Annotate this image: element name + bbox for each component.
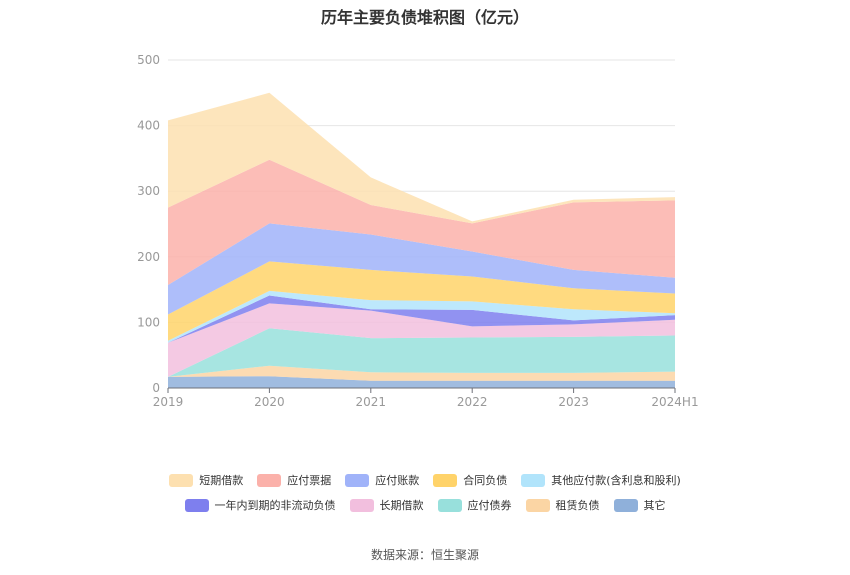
area-series xyxy=(168,303,675,377)
legend-swatch xyxy=(169,473,194,487)
legend: 短期借款 应付票据 应付账款 合同负债 其他应付款(含利息和股利) 一年内到期的非流动负… xyxy=(0,472,850,522)
legend-item[interactable]: 短期借款 xyxy=(169,472,243,488)
area-series xyxy=(168,159,675,286)
legend-swatch xyxy=(525,498,550,512)
legend-swatch xyxy=(437,498,462,512)
legend-swatch xyxy=(257,473,282,487)
y-tick-label: 500 xyxy=(137,53,160,67)
legend-swatch xyxy=(433,473,458,487)
source-note: 数据来源：恒生聚源 xyxy=(370,548,479,562)
legend-item[interactable]: 长期借款 xyxy=(349,497,424,513)
legend-swatch xyxy=(349,498,374,512)
legend-swatch xyxy=(613,498,638,512)
legend-label: 应付账款 xyxy=(375,474,420,487)
legend-item[interactable]: 应付债券 xyxy=(437,497,512,513)
legend-label: 短期借款 xyxy=(199,474,244,487)
legend-label: 一年内到期的非流动负债 xyxy=(214,499,336,512)
area-series xyxy=(168,261,675,341)
x-tick-label: 2020 xyxy=(254,395,285,409)
legend-item[interactable]: 租赁负债 xyxy=(525,497,600,513)
y-tick-label: 100 xyxy=(137,315,160,329)
legend-row: 一年内到期的非流动负债 长期借款 应付债券 租赁负债 其它 xyxy=(0,497,850,513)
y-tick-label: 400 xyxy=(137,119,160,133)
legend-label: 合同负债 xyxy=(463,474,508,487)
legend-label: 应付票据 xyxy=(287,474,332,487)
y-tick-label: 200 xyxy=(137,250,160,264)
y-tick-label: 300 xyxy=(137,184,160,198)
x-tick-label: 2019 xyxy=(153,395,184,409)
area-series xyxy=(168,365,675,381)
legend-label: 应付债券 xyxy=(467,499,512,512)
area-series xyxy=(168,223,675,315)
legend-item[interactable]: 应付账款 xyxy=(345,472,419,488)
legend-item[interactable]: 一年内到期的非流动负债 xyxy=(184,497,336,513)
legend-label: 其它 xyxy=(643,499,666,512)
legend-swatch xyxy=(345,473,370,487)
legend-item[interactable]: 其它 xyxy=(613,497,666,513)
legend-label: 租赁负债 xyxy=(555,499,600,512)
legend-row: 短期借款 应付票据 应付账款 合同负债 其他应付款(含利息和股利) xyxy=(0,472,850,488)
stacked-area-chart: 0 100 200 300 400 500 2019 2020 2021 2022 2023 2024… xyxy=(137,53,699,409)
area-series xyxy=(168,290,675,343)
legend-swatch xyxy=(184,498,209,512)
legend-label: 其他应付款(含利息和股利) xyxy=(551,474,681,487)
legend-item[interactable]: 合同负债 xyxy=(433,472,507,488)
area-series xyxy=(168,92,675,224)
chart-title: 历年主要负债堆积图（亿元） xyxy=(320,8,529,27)
legend-swatch xyxy=(521,473,546,487)
legend-item[interactable]: 应付票据 xyxy=(257,472,331,488)
legend-item[interactable]: 其他应付款(含利息和股利) xyxy=(521,472,681,488)
x-tick-label: 2022 xyxy=(457,395,488,409)
area-series xyxy=(168,376,675,388)
x-tick-label: 2021 xyxy=(356,395,387,409)
area-series xyxy=(168,328,675,377)
legend-label: 长期借款 xyxy=(379,499,424,512)
x-tick-label: 2024H1 xyxy=(651,395,698,409)
x-tick-label: 2023 xyxy=(558,395,589,409)
y-tick-label: 0 xyxy=(152,381,160,395)
